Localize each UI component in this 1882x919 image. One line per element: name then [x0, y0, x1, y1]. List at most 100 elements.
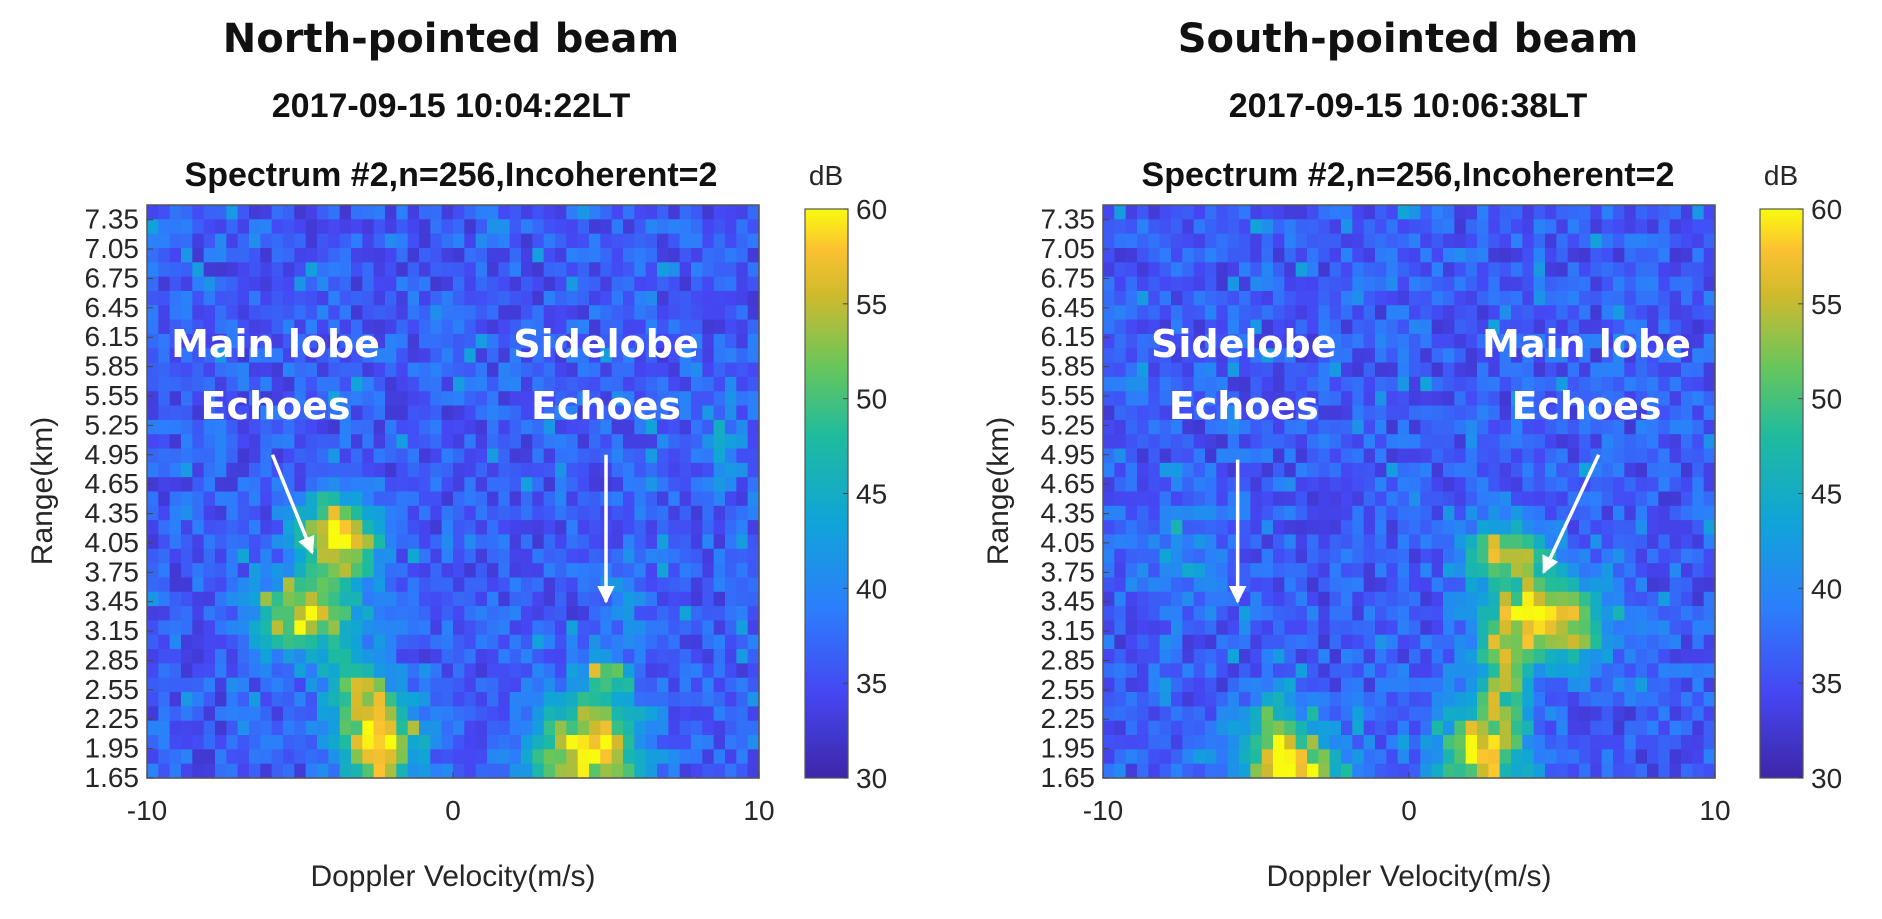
heatmap-cell — [1488, 534, 1501, 550]
heatmap-cell — [1533, 706, 1546, 722]
heatmap-cell — [1624, 663, 1637, 679]
heatmap-cell — [1522, 692, 1535, 707]
heatmap-cell — [555, 419, 567, 435]
heatmap-cell — [1409, 448, 1421, 464]
heatmap-cell — [1647, 262, 1659, 278]
heatmap-cell — [192, 405, 205, 421]
heatmap-cell — [339, 290, 352, 306]
x-tick-label: 10 — [1699, 795, 1730, 826]
heatmap-cell — [645, 405, 658, 421]
heatmap-cell — [521, 534, 533, 550]
heatmap-cell — [1658, 563, 1671, 579]
heatmap-cell — [339, 649, 352, 664]
heatmap-cell — [657, 405, 669, 421]
heatmap-cell — [1125, 735, 1138, 750]
heatmap-cell — [543, 548, 556, 564]
heatmap-cell — [169, 548, 182, 564]
heatmap-cell — [555, 333, 567, 349]
heatmap-cell — [1261, 763, 1274, 779]
heatmap-cell — [419, 720, 431, 736]
heatmap-cell — [1250, 233, 1263, 249]
heatmap-cell — [1522, 333, 1535, 349]
heatmap-cell — [271, 563, 284, 579]
heatmap-cell — [1409, 735, 1421, 750]
heatmap-cell — [645, 276, 658, 292]
heatmap-cell — [589, 391, 601, 407]
heatmap-cell — [1477, 219, 1489, 235]
heatmap-cell — [1590, 391, 1603, 407]
heatmap-cell — [1499, 276, 1512, 292]
heatmap-cell — [1522, 706, 1535, 722]
heatmap-cell — [657, 577, 669, 593]
heatmap-cell — [249, 319, 261, 335]
heatmap-cell — [1261, 563, 1274, 579]
heatmap-cell — [634, 477, 647, 493]
heatmap-cell — [339, 391, 352, 407]
heatmap-cell — [1556, 348, 1569, 364]
heatmap-cell — [294, 362, 307, 378]
heatmap-cell — [305, 362, 318, 378]
heatmap-cell — [679, 319, 692, 335]
heatmap-cell — [294, 634, 307, 650]
heatmap-cell — [1465, 735, 1478, 750]
heatmap-cell — [226, 362, 239, 378]
y-tick-label: 2.25 — [1041, 703, 1096, 734]
heatmap-cell — [1511, 391, 1523, 407]
heatmap-cell — [1669, 290, 1682, 306]
heatmap-cell — [532, 233, 545, 249]
heatmap-cell — [1137, 577, 1149, 593]
heatmap-cell — [1522, 290, 1535, 306]
heatmap-cell — [713, 305, 726, 321]
chart-subtitle-time: 2017-09-15 10:06:38LT — [1229, 87, 1588, 125]
heatmap-cell — [668, 477, 681, 493]
heatmap-cell — [373, 348, 386, 364]
heatmap-cell — [407, 491, 420, 507]
heatmap-cell — [1601, 534, 1614, 550]
heatmap-cell — [283, 534, 295, 550]
heatmap-cell — [1114, 649, 1127, 664]
heatmap-cell — [1329, 749, 1342, 765]
heatmap-cell — [1341, 720, 1353, 736]
heatmap-cell — [1148, 720, 1161, 736]
heatmap-cell — [169, 663, 182, 679]
heatmap-cell — [634, 735, 647, 750]
heatmap-cell — [396, 333, 409, 349]
heatmap-cell — [430, 620, 443, 636]
heatmap-cell — [317, 491, 329, 507]
heatmap-cell — [1545, 620, 1557, 636]
heatmap-cell — [1125, 276, 1138, 292]
heatmap-cell — [158, 649, 171, 664]
heatmap-cell — [702, 620, 715, 636]
heatmap-cell — [702, 348, 715, 364]
heatmap-cell — [679, 205, 692, 220]
heatmap-cell — [1103, 591, 1115, 607]
heatmap-cell — [1341, 735, 1353, 750]
heatmap-cell — [1635, 548, 1648, 564]
heatmap-cell — [317, 205, 329, 220]
heatmap-cell — [691, 462, 703, 478]
heatmap-cell — [396, 290, 409, 306]
heatmap-cell — [1329, 706, 1342, 722]
heatmap-cell — [362, 577, 375, 593]
heatmap-cell — [464, 247, 477, 263]
colorbar-label: dB — [809, 160, 843, 191]
heatmap-cell — [566, 720, 579, 736]
heatmap-cell — [215, 677, 227, 693]
colorbar-label: dB — [1764, 160, 1798, 191]
heatmap-cell — [1635, 448, 1648, 464]
heatmap-cell — [1329, 233, 1342, 249]
heatmap-cell — [1114, 376, 1127, 392]
heatmap-cell — [305, 706, 318, 722]
heatmap-cell — [577, 276, 590, 292]
heatmap-cell — [1669, 606, 1682, 622]
heatmap-cell — [498, 319, 511, 335]
heatmap-cell — [215, 205, 227, 220]
heatmap-cell — [1409, 706, 1421, 722]
heatmap-cell — [1533, 534, 1546, 550]
heatmap-cell — [1454, 348, 1467, 364]
heatmap-cell — [1669, 706, 1682, 722]
heatmap-cell — [1295, 462, 1308, 478]
heatmap-cell — [260, 419, 273, 435]
heatmap-cell — [736, 520, 749, 536]
